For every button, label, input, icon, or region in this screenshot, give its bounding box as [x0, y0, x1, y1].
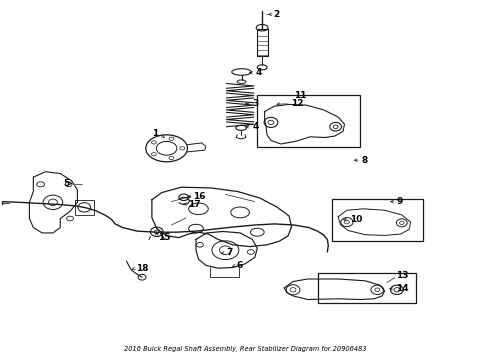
- Text: 10: 10: [350, 215, 362, 224]
- Text: 16: 16: [193, 192, 206, 201]
- Text: 13: 13: [396, 271, 409, 280]
- Bar: [332, 199, 423, 241]
- Bar: [75, 200, 94, 215]
- Text: 15: 15: [158, 233, 171, 242]
- Text: 4: 4: [256, 68, 262, 77]
- Text: 5: 5: [63, 179, 70, 188]
- Bar: [318, 273, 416, 303]
- Text: 14: 14: [396, 284, 409, 293]
- Text: 4: 4: [253, 122, 259, 131]
- Text: 18: 18: [136, 264, 149, 273]
- Text: 7: 7: [226, 248, 233, 257]
- Bar: [257, 29, 268, 56]
- Text: 6: 6: [236, 261, 243, 270]
- Text: 8: 8: [362, 156, 368, 165]
- Text: 9: 9: [397, 197, 403, 206]
- Text: 11: 11: [294, 91, 307, 100]
- Text: 17: 17: [188, 200, 201, 209]
- Text: 3: 3: [253, 99, 259, 108]
- Text: 1: 1: [152, 129, 158, 138]
- Text: 2016 Buick Regal Shaft Assembly, Rear Stabilizer Diagram for 20906483: 2016 Buick Regal Shaft Assembly, Rear St…: [123, 346, 367, 352]
- Text: 2: 2: [273, 10, 280, 19]
- Bar: [257, 95, 360, 147]
- Text: 12: 12: [291, 99, 304, 108]
